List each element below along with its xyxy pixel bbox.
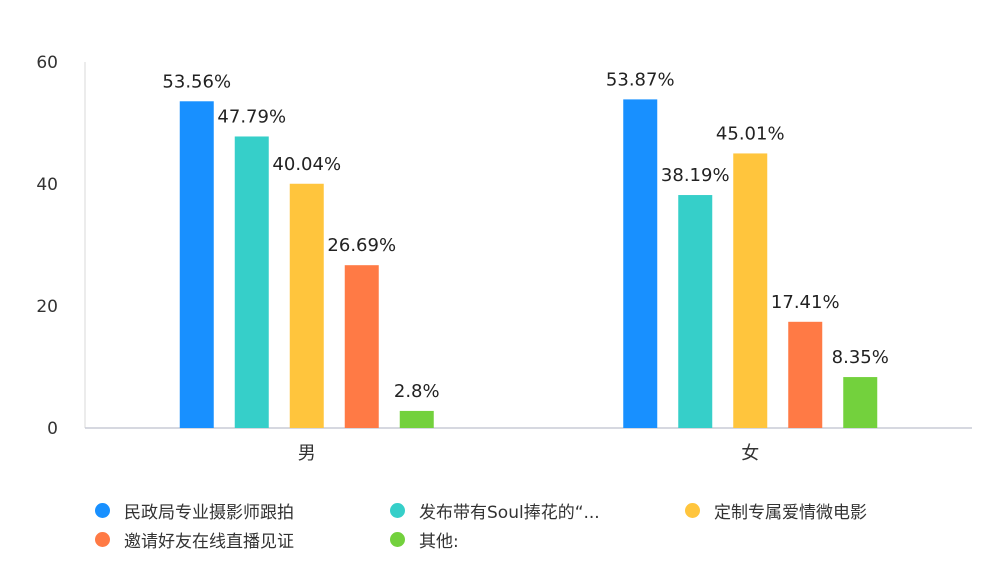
legend-label: 邀请好友在线直播见证 [124,532,294,552]
data-label: 53.87% [606,69,675,90]
bar [399,410,434,428]
legend-item-series-1[interactable]: 民政局专业摄影师跟拍 [95,498,294,523]
legend-item-series-2[interactable]: 发布带有Soul捧花的“... [390,498,600,523]
bar-chart: 0 20 40 60 53.56% 47.79% 40.04% 26.69% 2.8% 男 53.8… [36,53,972,464]
legend-label: 定制专属爱情微电影 [714,503,867,523]
bar [344,265,379,428]
data-label: 38.19% [661,165,730,186]
bar [733,153,768,428]
legend-item-series-5[interactable]: 其他: [390,527,459,552]
legend-marker-icon [685,503,700,518]
bar [623,99,658,428]
data-label: 26.69% [327,235,396,256]
legend-marker-icon [390,503,405,518]
data-label: 53.56% [162,71,231,92]
y-tick-label: 20 [36,297,58,317]
bar [678,195,713,428]
legend-label: 民政局专业摄影师跟拍 [124,503,294,523]
y-tick-label: 60 [36,53,58,73]
y-tick-label: 0 [47,419,58,439]
x-tick-label: 男 [298,443,316,464]
y-tick-label: 40 [36,175,58,195]
bar [179,101,214,428]
x-tick-label: 女 [741,443,759,464]
legend-marker-icon [95,532,110,547]
bar [788,321,823,428]
data-label: 47.79% [217,106,286,127]
legend-label: 其他: [419,532,459,552]
data-label: 2.8% [394,381,440,402]
legend-label: 发布带有Soul捧花的“... [419,503,600,523]
legend-item-series-3[interactable]: 定制专属爱情微电影 [685,498,867,523]
bar [843,377,878,428]
bar [289,183,324,428]
legend-item-series-4[interactable]: 邀请好友在线直播见证 [95,527,294,552]
data-label: 17.41% [771,292,840,313]
data-label: 40.04% [272,154,341,175]
bar [234,136,269,428]
legend-marker-icon [95,503,110,518]
data-label: 8.35% [832,347,889,368]
legend-marker-icon [390,532,405,547]
data-label: 45.01% [716,123,785,144]
